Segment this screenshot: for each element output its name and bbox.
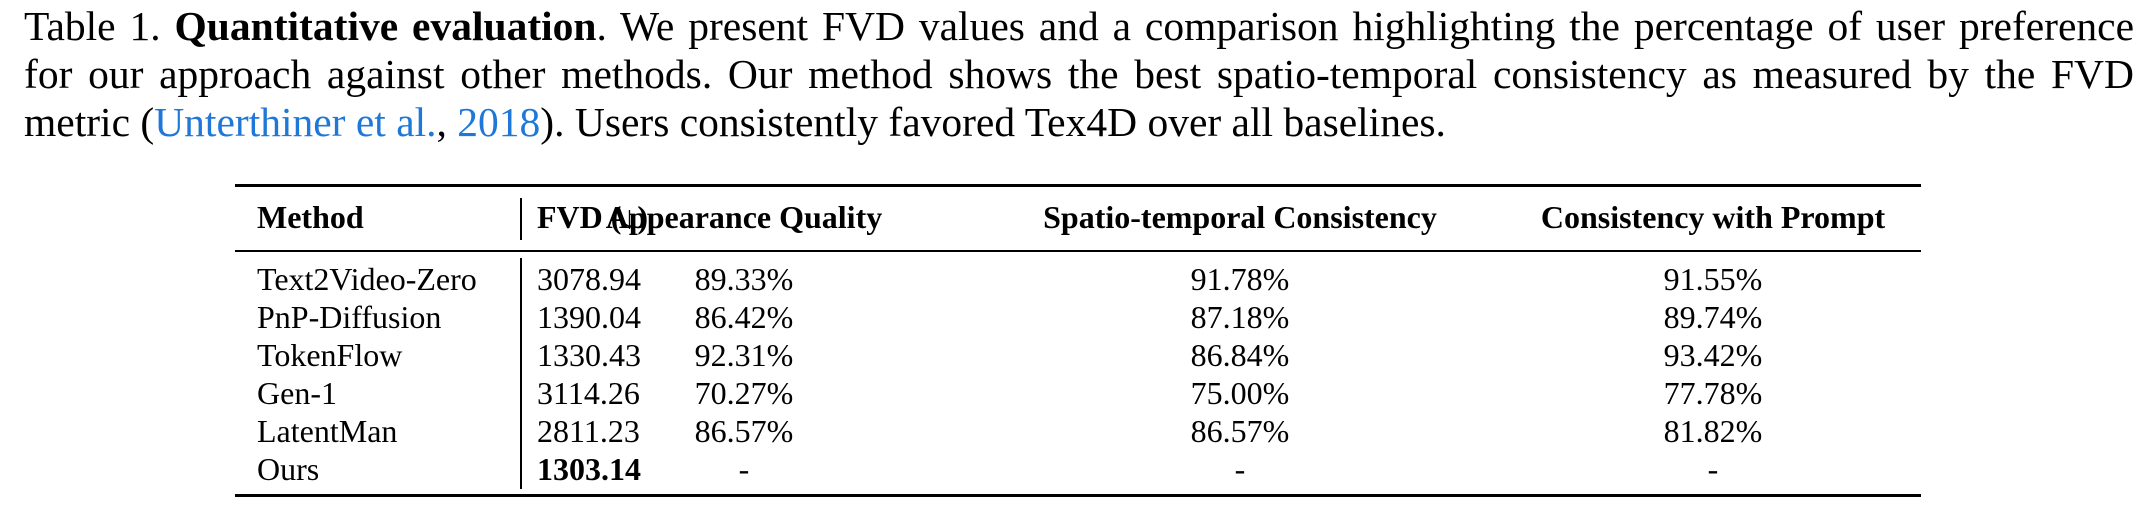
cell-fvd: 1330.43 (537, 337, 641, 373)
citation-author-link[interactable]: Unterthiner et al. (154, 99, 437, 145)
table-row: LatentMan 2811.23 86.57% 86.57% 81.82% (235, 412, 1921, 450)
cell-method: TokenFlow (257, 337, 403, 373)
cell-appearance-quality: 92.31% (694, 337, 794, 373)
header-method: Method (257, 199, 364, 235)
cell-fvd: 3078.94 (537, 261, 641, 297)
cell-consistency-with-prompt: 93.42% (1663, 337, 1763, 373)
cell-consistency-with-prompt: 91.55% (1663, 261, 1763, 297)
cell-spatio-temporal-consistency: 91.78% (1190, 261, 1290, 297)
cell-method: PnP-Diffusion (257, 299, 442, 335)
cell-consistency-with-prompt: - (1707, 451, 1719, 487)
citation-year-link[interactable]: 2018 (457, 99, 541, 145)
citation-separator: , (436, 99, 458, 145)
cell-appearance-quality: - (738, 451, 750, 487)
cell-consistency-with-prompt: 81.82% (1663, 413, 1763, 449)
table-caption: Table 1. Quantitative evaluation. We pre… (24, 2, 2134, 146)
caption-text-2: ). Users consistently favored Tex4D over… (540, 99, 1446, 145)
table-top-rule (235, 184, 1921, 187)
cell-spatio-temporal-consistency: 86.84% (1190, 337, 1290, 373)
table-row: Gen-1 3114.26 70.27% 75.00% 77.78% (235, 374, 1921, 412)
cell-spatio-temporal-consistency: 86.57% (1190, 413, 1290, 449)
table-row: Text2Video-Zero 3078.94 89.33% 91.78% 91… (235, 260, 1921, 298)
table-row: TokenFlow 1330.43 92.31% 86.84% 93.42% (235, 336, 1921, 374)
cell-fvd: 2811.23 (537, 413, 640, 449)
table-bottom-rule (235, 494, 1921, 497)
cell-appearance-quality: 89.33% (694, 261, 794, 297)
table-row: PnP-Diffusion 1390.04 86.42% 87.18% 89.7… (235, 298, 1921, 336)
cell-method: Ours (257, 451, 320, 487)
cell-consistency-with-prompt: 89.74% (1663, 299, 1763, 335)
cell-appearance-quality: 70.27% (694, 375, 794, 411)
cell-consistency-with-prompt: 77.78% (1663, 375, 1763, 411)
cell-fvd: 3114.26 (537, 375, 640, 411)
caption-title: Quantitative evaluation (174, 3, 597, 49)
cell-appearance-quality: 86.57% (694, 413, 794, 449)
header-appearance-quality: Appearance Quality (605, 199, 883, 235)
header-consistency-with-prompt: Consistency with Prompt (1540, 199, 1886, 235)
cell-appearance-quality: 86.42% (694, 299, 794, 335)
table-column-divider (520, 198, 522, 240)
table-header-rule (235, 250, 1921, 252)
table-row-ours: Ours 1303.14 - - - (235, 450, 1921, 488)
cell-method: Text2Video-Zero (257, 261, 477, 297)
header-spatio-temporal-consistency: Spatio-temporal Consistency (1043, 199, 1437, 235)
header-fvd: FVD (↓) (537, 199, 649, 235)
cell-method: Gen-1 (257, 375, 337, 411)
table-column-divider (520, 258, 522, 489)
cell-fvd-best: 1303.14 (537, 451, 641, 487)
cell-fvd: 1390.04 (537, 299, 641, 335)
cell-method: LatentMan (257, 413, 398, 449)
cell-spatio-temporal-consistency: - (1234, 451, 1246, 487)
caption-label: Table 1. (24, 3, 161, 49)
cell-spatio-temporal-consistency: 87.18% (1190, 299, 1290, 335)
cell-spatio-temporal-consistency: 75.00% (1190, 375, 1290, 411)
caption-text-1: . We present FVD values and a comparison… (24, 3, 2135, 145)
